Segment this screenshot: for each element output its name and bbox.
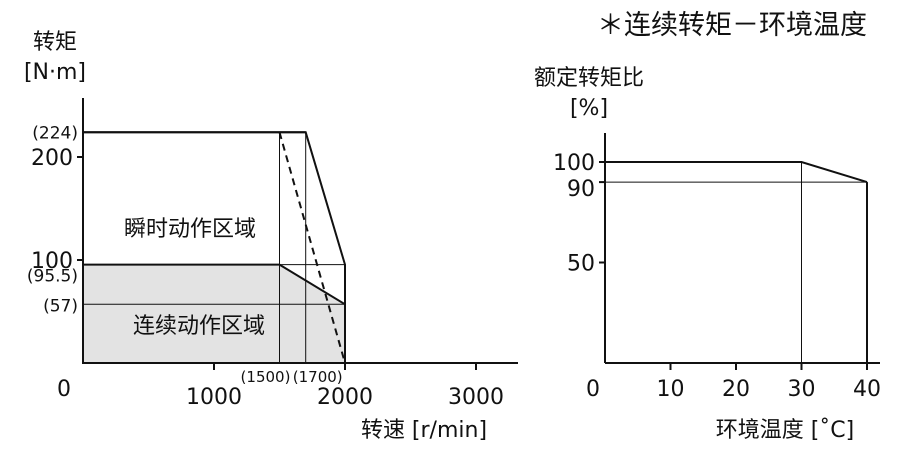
instantaneous-region-label: 瞬时动作区域: [124, 217, 256, 242]
y-annotation-label: (95.5): [27, 267, 78, 287]
x-tick-label: 40: [853, 377, 881, 402]
y-tick-label: 100: [553, 151, 595, 176]
chart-header: ＊连续转矩－环境温度: [597, 10, 867, 41]
x-tick-label: 10: [657, 377, 685, 402]
torque-speed-chart: 100 200 (224) (95.5) (57) 0 1000 2000 3000 (1500)…: [24, 30, 518, 443]
dashed-limit-line: [278, 132, 346, 364]
torque-ratio-line: [605, 161, 868, 184]
x-axis-label: 转速 [r/min]: [361, 418, 487, 443]
y-axis-label-line1: 转矩: [33, 30, 77, 55]
y-annotation-label: (224): [32, 123, 78, 143]
y-tick-label: 100: [31, 249, 73, 274]
x-tick-label: 0: [57, 377, 71, 402]
x-tick-label: 3000: [448, 385, 504, 410]
x-tick-label: 1000: [186, 385, 242, 410]
x-annotation-label: (1700): [293, 368, 343, 386]
x-annotation-label: (1500): [241, 368, 291, 386]
y-axis-label-line1: 额定转矩比: [534, 66, 644, 91]
y-tick-label: 90: [567, 177, 595, 202]
x-axis-label: 环境温度 [˚C]: [716, 418, 855, 443]
y-axis-label-line2: [N·m]: [24, 60, 86, 85]
x-tick-label: 20: [722, 377, 750, 402]
y-annotation-label: (57): [43, 296, 78, 316]
x-tick-label: 0: [586, 377, 600, 402]
continuous-region-label: 连续动作区域: [133, 314, 265, 339]
y-tick-label: 200: [31, 146, 73, 171]
y-tick-label: 50: [567, 252, 595, 277]
x-tick-label: 30: [788, 377, 816, 402]
x-tick-label: 2000: [317, 385, 373, 410]
y-axis-label-line2: [%]: [570, 96, 608, 121]
